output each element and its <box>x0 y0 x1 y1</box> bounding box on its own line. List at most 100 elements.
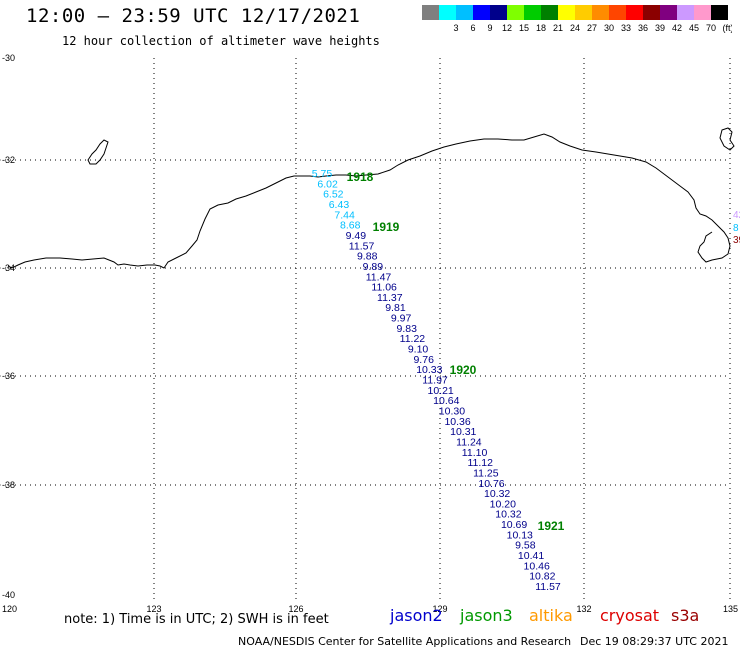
credit-line: NOAA/NESDIS Center for Satellite Applica… <box>238 635 572 648</box>
scale-label: 15 <box>519 23 529 33</box>
scale-label: 70 <box>706 23 716 33</box>
pass-time-label: 1921 <box>538 519 565 533</box>
swh-value: 6.02 <box>317 178 338 190</box>
altimeter-track: 5.756.026.526.437.448.689.4911.579.889.8… <box>312 168 561 593</box>
legend-jason3: jason3 <box>460 606 513 625</box>
scale-swatch <box>558 5 575 20</box>
swh-value: 11.57 <box>349 240 375 252</box>
swh-value: 9.49 <box>346 230 367 242</box>
scale-label: 27 <box>587 23 597 33</box>
lat-tick-label: -34 <box>2 263 15 273</box>
scale-swatch <box>507 5 524 20</box>
swh-value: 9.97 <box>391 313 412 325</box>
lon-tick-label: 123 <box>146 604 161 614</box>
scale-label: 12 <box>502 23 512 33</box>
swh-value: 6.52 <box>323 189 344 201</box>
scale-label: 9 <box>487 23 492 33</box>
scale-label: 36 <box>638 23 648 33</box>
map-title: 12:00 – 23:59 UTC 12/17/2021 <box>26 5 361 27</box>
swh-value: 10.21 <box>428 385 454 397</box>
scale-swatch <box>592 5 609 20</box>
graticule <box>0 58 731 600</box>
swh-value: 9.81 <box>385 302 406 314</box>
scale-swatch <box>439 5 456 20</box>
scale-swatch <box>575 5 592 20</box>
swh-value: 11.25 <box>473 467 499 479</box>
legend-s3a: s3a <box>671 606 700 625</box>
swh-value: 9.83 <box>397 323 418 335</box>
swh-value: 11.24 <box>456 436 482 448</box>
swh-value: 10.36 <box>444 416 470 428</box>
pass-time-label: 1918 <box>347 170 374 184</box>
swh-value: 6.43 <box>329 199 350 211</box>
swh-value: 10.32 <box>484 488 510 500</box>
swh-value: 11.10 <box>462 447 488 459</box>
scale-label: (ft) <box>723 23 733 33</box>
scale-label: 30 <box>604 23 614 33</box>
swh-value: 11.97 <box>422 375 448 387</box>
swh-value: 11.47 <box>366 271 392 283</box>
legend-jason2: jason2 <box>390 606 443 625</box>
island-east <box>719 127 735 151</box>
lat-tick-label: -32 <box>2 155 15 165</box>
edge-swh-value: 39 <box>733 235 740 246</box>
scale-label: 18 <box>536 23 546 33</box>
swh-value: 11.22 <box>400 333 426 345</box>
edge-swh-value: 8 <box>733 223 739 234</box>
legend-cryosat: cryosat <box>600 606 660 625</box>
scale-label: 6 <box>470 23 475 33</box>
lat-tick-label: -36 <box>2 371 15 381</box>
scale-label: 3 <box>453 23 458 33</box>
lon-tick-label: 120 <box>2 604 17 614</box>
scale-label: 33 <box>621 23 631 33</box>
scale-swatch <box>456 5 473 20</box>
swh-value: 10.30 <box>439 405 465 417</box>
swh-value: 11.57 <box>535 581 561 593</box>
swh-value: 10.32 <box>495 509 521 521</box>
scale-swatch <box>694 5 711 20</box>
lon-tick-label: 126 <box>288 604 303 614</box>
scale-swatch <box>473 5 490 20</box>
edge-swh-value: 42 <box>733 210 740 221</box>
swh-value: 10.46 <box>524 560 550 572</box>
scale-label: 24 <box>570 23 580 33</box>
scale-swatch <box>677 5 694 20</box>
scale-swatch <box>626 5 643 20</box>
swh-value: 10.82 <box>529 571 555 583</box>
time-labels: 1918 1919 1920 1921 <box>347 170 565 533</box>
scale-swatch <box>609 5 626 20</box>
swh-value: 7.44 <box>334 209 355 221</box>
coastline <box>7 133 731 269</box>
swh-value: 9.89 <box>363 261 384 273</box>
swh-value: 10.64 <box>433 395 459 407</box>
legend-altika: altika <box>529 606 573 625</box>
scale-swatch <box>711 5 728 20</box>
scale-label: 45 <box>689 23 699 33</box>
lon-tick-label: 129 <box>432 604 447 614</box>
swh-value: 10.76 <box>478 478 504 490</box>
edge-values: 42 839 <box>733 210 740 246</box>
swh-value: 10.33 <box>416 364 442 376</box>
scale-label: 21 <box>553 23 563 33</box>
swh-value: 9.10 <box>408 344 429 356</box>
swh-value: 10.13 <box>507 529 533 541</box>
lat-tick-label: -40 <box>2 590 15 600</box>
lon-tick-label: 132 <box>576 604 591 614</box>
scale-label: 42 <box>672 23 682 33</box>
scale-label: 39 <box>655 23 665 33</box>
map-subtitle: 12 hour collection of altimeter wave hei… <box>62 34 380 48</box>
swh-value: 9.88 <box>357 251 378 263</box>
swh-value: 11.12 <box>467 457 493 469</box>
swh-value: 10.20 <box>490 498 516 510</box>
scale-swatch <box>422 5 439 20</box>
pass-time-label: 1920 <box>450 363 477 377</box>
swh-value: 8.68 <box>340 220 361 232</box>
swh-value: 10.41 <box>518 550 544 562</box>
swh-value: 11.37 <box>377 292 403 304</box>
footnote: note: 1) Time is in UTC; 2) SWH is in fe… <box>64 612 329 627</box>
pass-time-label: 1919 <box>373 220 400 234</box>
island <box>87 139 109 165</box>
swh-value: 5.75 <box>312 168 333 180</box>
scale-swatch <box>490 5 507 20</box>
